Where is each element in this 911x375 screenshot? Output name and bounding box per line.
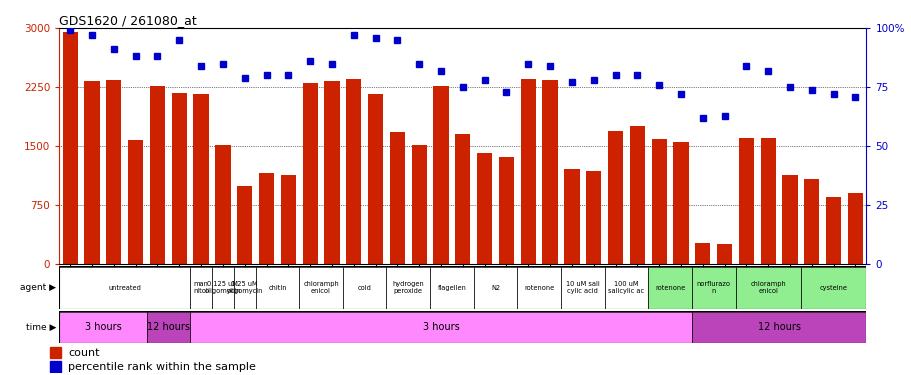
- Bar: [259, 173, 274, 264]
- Text: untreated: untreated: [108, 285, 141, 291]
- Text: time ▶: time ▶: [26, 322, 56, 332]
- Text: 0.125 uM
oligomycin: 0.125 uM oligomycin: [204, 281, 241, 294]
- Bar: [517, 267, 560, 309]
- Bar: [302, 83, 317, 264]
- Bar: [650, 139, 666, 264]
- Bar: [498, 157, 514, 264]
- Bar: [149, 86, 165, 264]
- Text: 12 hours: 12 hours: [147, 322, 189, 332]
- Bar: [560, 267, 604, 309]
- Bar: [608, 130, 622, 264]
- Bar: [190, 267, 211, 309]
- Bar: [59, 267, 190, 309]
- Bar: [542, 80, 558, 264]
- Bar: [128, 140, 143, 264]
- Bar: [193, 94, 209, 264]
- Bar: [604, 267, 648, 309]
- Text: 3 hours: 3 hours: [422, 322, 459, 332]
- Bar: [367, 94, 383, 264]
- Bar: [411, 146, 426, 264]
- Text: hydrogen
peroxide: hydrogen peroxide: [392, 281, 424, 294]
- Bar: [63, 32, 77, 264]
- Text: norflurazo
n: norflurazo n: [696, 281, 730, 294]
- Bar: [281, 175, 296, 264]
- Text: 3 hours: 3 hours: [85, 322, 121, 332]
- Bar: [782, 175, 797, 264]
- Bar: [734, 267, 800, 309]
- Bar: [586, 171, 600, 264]
- Text: 1.25 uM
oligomycin: 1.25 uM oligomycin: [226, 281, 262, 294]
- Bar: [255, 267, 299, 309]
- Bar: [847, 193, 862, 264]
- Bar: [324, 81, 339, 264]
- Bar: [50, 347, 61, 358]
- Text: GDS1620 / 261080_at: GDS1620 / 261080_at: [59, 14, 197, 27]
- Text: agent ▶: agent ▶: [20, 284, 56, 292]
- Text: 100 uM
salicylic ac: 100 uM salicylic ac: [608, 281, 644, 294]
- Text: chloramph
enicol: chloramph enicol: [302, 281, 339, 294]
- Bar: [716, 244, 732, 264]
- Bar: [386, 267, 430, 309]
- Bar: [691, 312, 865, 343]
- Bar: [476, 153, 492, 264]
- Bar: [825, 196, 840, 264]
- Bar: [299, 267, 343, 309]
- Bar: [215, 146, 230, 264]
- Bar: [648, 267, 691, 309]
- Bar: [346, 78, 361, 264]
- Bar: [672, 142, 688, 264]
- Text: rotenone: rotenone: [654, 285, 684, 291]
- Bar: [59, 312, 147, 343]
- Bar: [190, 312, 691, 343]
- Bar: [343, 267, 386, 309]
- Bar: [237, 186, 252, 264]
- Bar: [800, 267, 865, 309]
- Bar: [760, 138, 775, 264]
- Text: 12 hours: 12 hours: [757, 322, 800, 332]
- Text: count: count: [68, 348, 100, 358]
- Bar: [433, 86, 448, 264]
- Bar: [455, 135, 470, 264]
- Text: N2: N2: [490, 285, 499, 291]
- Bar: [694, 243, 710, 264]
- Text: chitin: chitin: [268, 285, 286, 291]
- Text: percentile rank within the sample: percentile rank within the sample: [68, 362, 256, 372]
- Text: cysteine: cysteine: [819, 285, 846, 291]
- Bar: [106, 80, 121, 264]
- Bar: [520, 80, 536, 264]
- Bar: [211, 267, 233, 309]
- Bar: [473, 267, 517, 309]
- Bar: [804, 178, 819, 264]
- Text: chloramph
enicol: chloramph enicol: [750, 281, 785, 294]
- Bar: [233, 267, 255, 309]
- Text: flagellen: flagellen: [437, 285, 466, 291]
- Bar: [691, 267, 734, 309]
- Text: man
nitol: man nitol: [193, 281, 209, 294]
- Bar: [564, 169, 578, 264]
- Text: rotenone: rotenone: [524, 285, 554, 291]
- Text: cold: cold: [357, 285, 371, 291]
- Bar: [85, 81, 99, 264]
- Bar: [738, 138, 753, 264]
- Bar: [389, 132, 404, 264]
- Bar: [50, 361, 61, 372]
- Bar: [430, 267, 473, 309]
- Bar: [629, 126, 644, 264]
- Bar: [171, 93, 187, 264]
- Bar: [147, 312, 190, 343]
- Text: 10 uM sali
cylic acid: 10 uM sali cylic acid: [566, 281, 599, 294]
